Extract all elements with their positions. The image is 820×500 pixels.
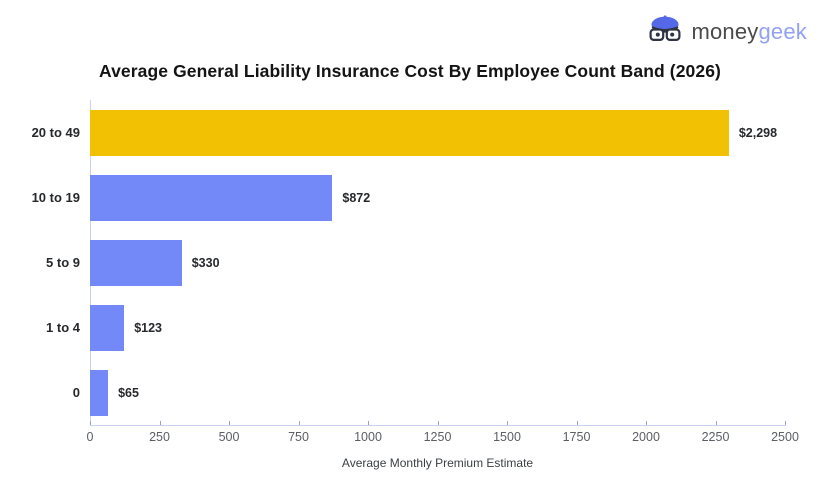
logo-text-money: money — [691, 19, 759, 44]
tick-mark — [507, 421, 508, 425]
tick-label: 750 — [288, 430, 309, 444]
tick-label: 1000 — [354, 430, 382, 444]
plot-cell: $65 — [90, 360, 785, 425]
category-label: 10 to 19 — [31, 190, 80, 205]
bar-1-to-4[interactable] — [90, 304, 125, 351]
tick-mark — [576, 421, 578, 425]
tick-mark — [229, 421, 230, 425]
logo-wordmark: moneygeek — [691, 21, 807, 43]
tick-label: 500 — [218, 430, 240, 444]
bar-20-to-49[interactable] — [90, 109, 729, 156]
category-label: 0 — [72, 385, 80, 400]
tick-mark — [159, 421, 161, 425]
bar-0[interactable] — [90, 369, 109, 416]
tick-label: 2250 — [701, 430, 730, 444]
tick-mark — [715, 421, 717, 425]
value-label: $123 — [134, 320, 162, 335]
plot-cell: $330 — [90, 230, 785, 295]
logo-text-geek: geek — [758, 19, 807, 44]
chart-row: 5 to 9 $330 — [0, 230, 820, 295]
x-axis-label: Average Monthly Premium Estimate — [341, 456, 534, 470]
value-label: $330 — [191, 255, 220, 270]
tick-label: 1750 — [562, 430, 591, 444]
moneygeek-logo[interactable]: moneygeek — [646, 15, 807, 49]
bar-5-to-9[interactable] — [90, 239, 182, 286]
x-axis-line — [90, 425, 786, 426]
plot-cell: $872 — [90, 165, 785, 230]
value-label: $65 — [118, 385, 139, 400]
tick-label: 0 — [86, 430, 94, 444]
tick-label: 1250 — [423, 430, 452, 444]
tick-mark — [298, 421, 300, 425]
tick-mark — [646, 421, 647, 425]
x-ticks: 0 250 500 750 1000 1250 1500 1750 2000 2250 2500 — [87, 421, 799, 444]
chart-title: Average General Liability Insurance Cost… — [99, 61, 721, 81]
chart-row: 0 $65 — [0, 360, 820, 425]
tick-mark — [368, 421, 369, 425]
category-label: 5 to 9 — [46, 255, 80, 270]
geek-face-icon — [646, 15, 684, 49]
category-label: 1 to 4 — [46, 320, 80, 335]
value-label: $2,298 — [738, 125, 778, 140]
chart-rows: 20 to 49 $2,298 10 to 19 $872 5 to 9 $330 1 to… — [0, 100, 820, 425]
chart-row: 10 to 19 $872 — [0, 165, 820, 230]
value-label: $872 — [342, 190, 371, 205]
tick-mark — [90, 421, 91, 425]
chart-row: 1 to 4 $123 — [0, 295, 820, 360]
tick-mark — [437, 421, 439, 425]
tick-label: 2500 — [771, 430, 799, 444]
category-label: 20 to 49 — [31, 125, 80, 140]
tick-label: 250 — [149, 430, 170, 444]
tick-label: 2000 — [632, 430, 660, 444]
tick-mark — [785, 421, 786, 425]
tick-label: 1500 — [493, 430, 521, 444]
plot-cell: $2,298 — [90, 100, 785, 165]
chart-row: 20 to 49 $2,298 — [0, 100, 820, 165]
plot-cell: $123 — [90, 295, 785, 360]
bar-10-to-19[interactable] — [90, 174, 333, 221]
